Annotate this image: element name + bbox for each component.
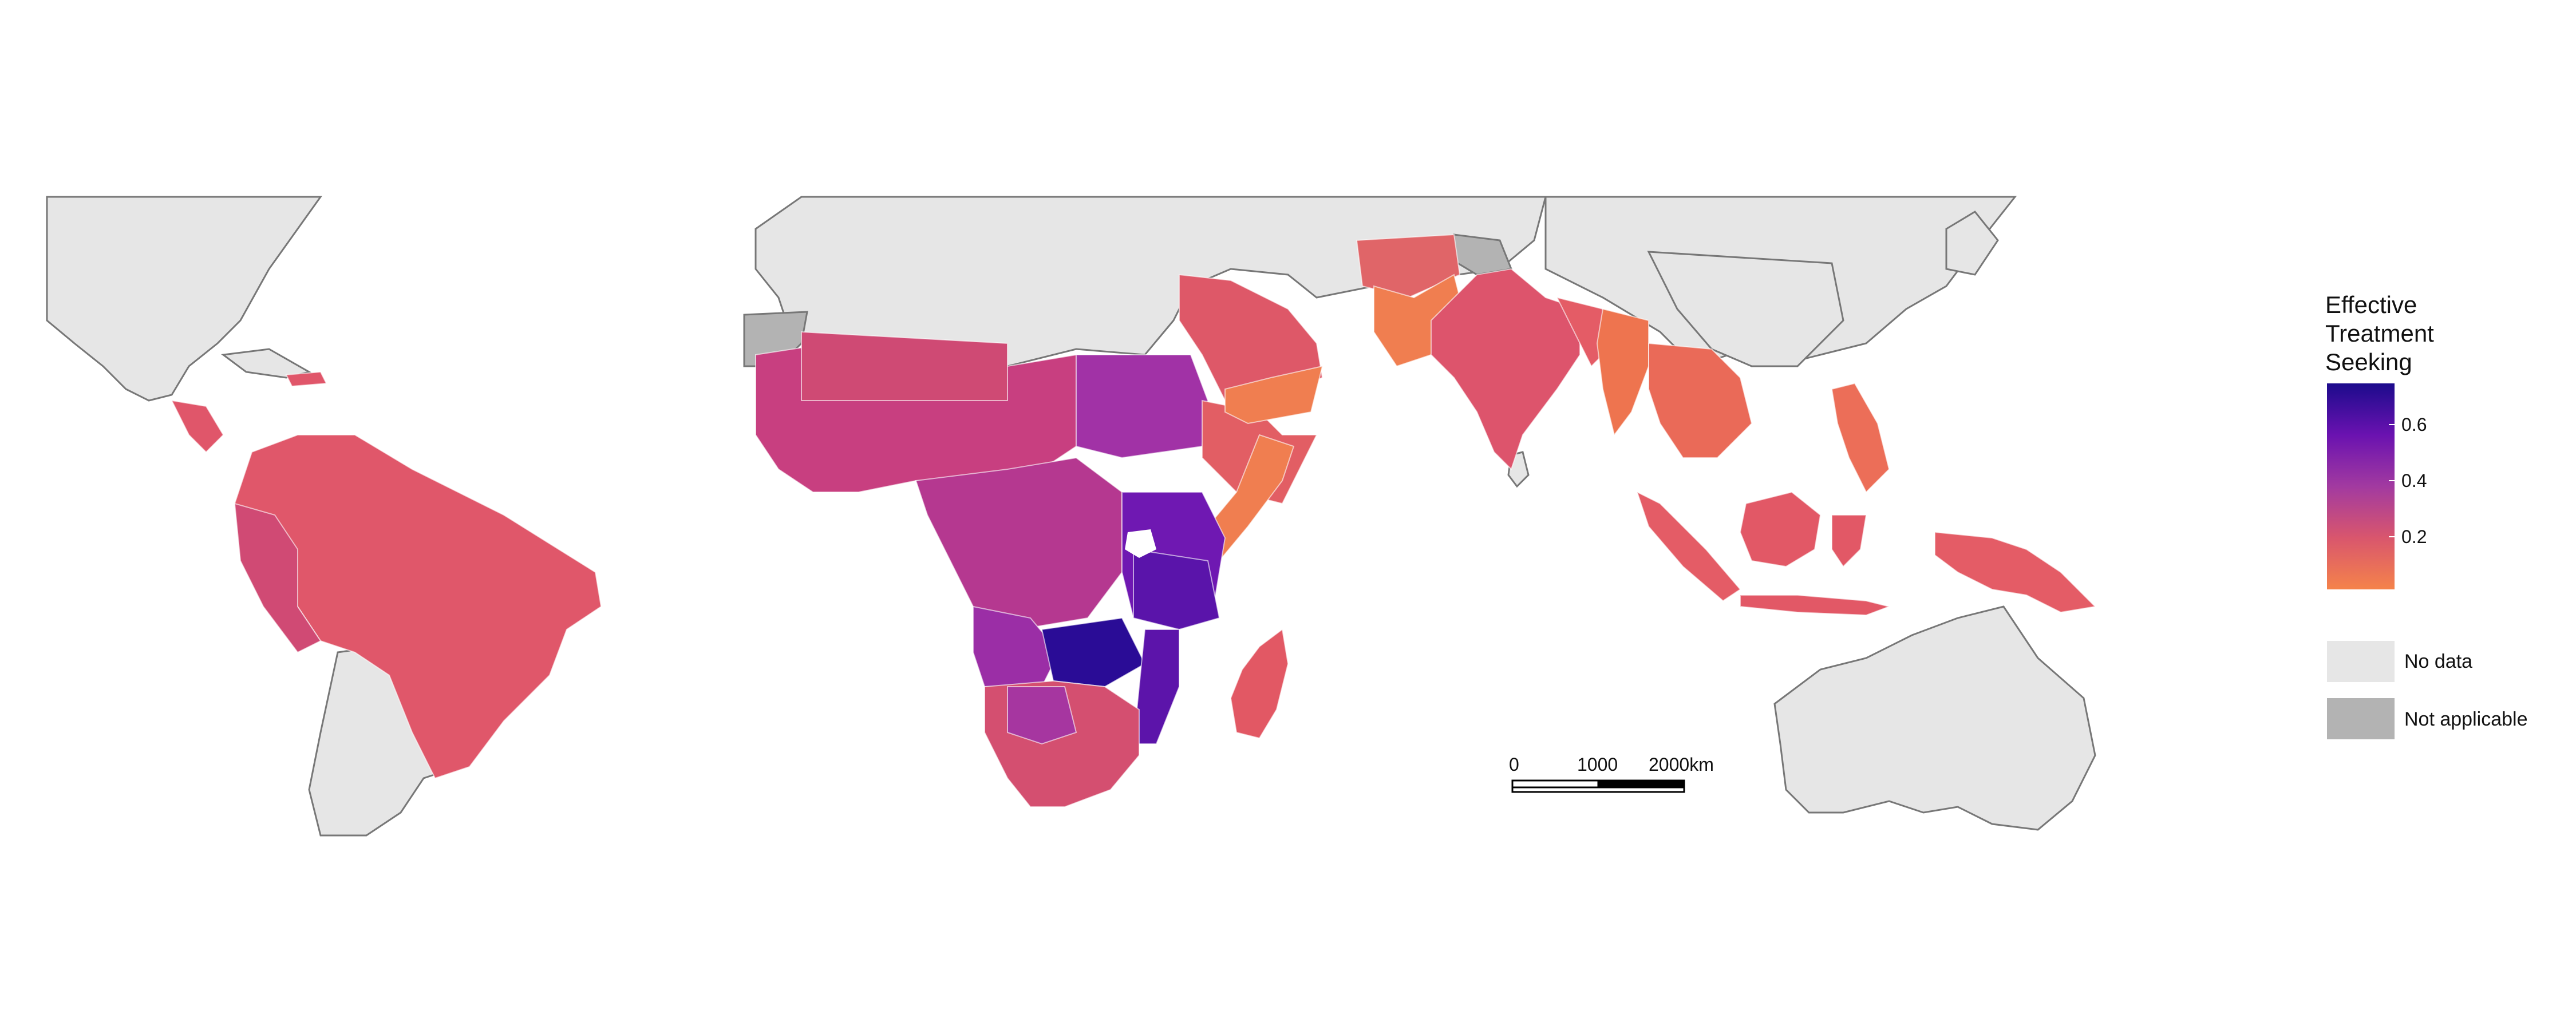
no-data-swatch: [2327, 641, 2395, 682]
sudan: [1076, 354, 1209, 459]
legend-title: Effective Treatment Seeking: [2325, 291, 2434, 377]
indochina: [1648, 342, 1753, 458]
sahel-north: [801, 331, 1008, 401]
hispaniola: [285, 371, 327, 387]
scale-bar-white: [1511, 779, 1599, 789]
legend-colorbar: [2327, 383, 2395, 589]
scale-label-2000km: 2000km: [1649, 754, 1714, 775]
madagascar: [1230, 628, 1289, 739]
peru: [234, 502, 322, 653]
legend-title-line: Effective: [2325, 291, 2417, 318]
legend-tick-mark: [2389, 480, 2395, 481]
not-applicable-swatch: [2327, 698, 2395, 739]
java-lesser-sunda: [1740, 595, 1891, 616]
borneo: [1739, 491, 1822, 568]
sumatra: [1636, 491, 1741, 602]
legend-tick-label: 0.4: [2401, 470, 2427, 491]
sulawesi: [1831, 514, 1867, 568]
zambia: [1041, 617, 1146, 688]
australia: [1773, 605, 2096, 831]
botswana: [1007, 686, 1077, 745]
legend-tick-label: 0.2: [2401, 526, 2427, 547]
yemen: [1224, 365, 1323, 425]
japan: [1945, 211, 1999, 276]
central-africa: [915, 457, 1123, 631]
mozambique: [1132, 629, 1180, 744]
philippines: [1831, 382, 1890, 493]
india: [1431, 268, 1581, 470]
scale-bar: [1511, 779, 1685, 793]
caribbean: [221, 348, 311, 379]
legend-tick-mark: [2389, 424, 2395, 425]
new-guinea: [1934, 531, 2097, 613]
myanmar: [1596, 308, 1649, 437]
no-data-label: No data: [2404, 651, 2473, 672]
data-regions: [171, 233, 2097, 807]
scale-bar-black: [1597, 779, 1685, 789]
china-south: [1647, 251, 1844, 367]
somalia: [1207, 434, 1295, 562]
lake-victoria: [1125, 529, 1156, 558]
legend-title-line: Seeking: [2325, 348, 2412, 375]
tanzania: [1133, 548, 1220, 631]
scale-label-1000: 1000: [1577, 754, 1618, 775]
scale-label-0: 0: [1509, 754, 1519, 775]
not-applicable-label: Not applicable: [2404, 708, 2528, 730]
legend-tick-label: 0.6: [2401, 414, 2427, 435]
no-data-land: [46, 196, 2096, 837]
north-america: [46, 196, 322, 402]
central-america: [171, 399, 224, 453]
legend-tick-mark: [2389, 536, 2395, 537]
scale-bar-lower: [1511, 786, 1685, 793]
legend-title-line: Treatment: [2325, 320, 2434, 347]
